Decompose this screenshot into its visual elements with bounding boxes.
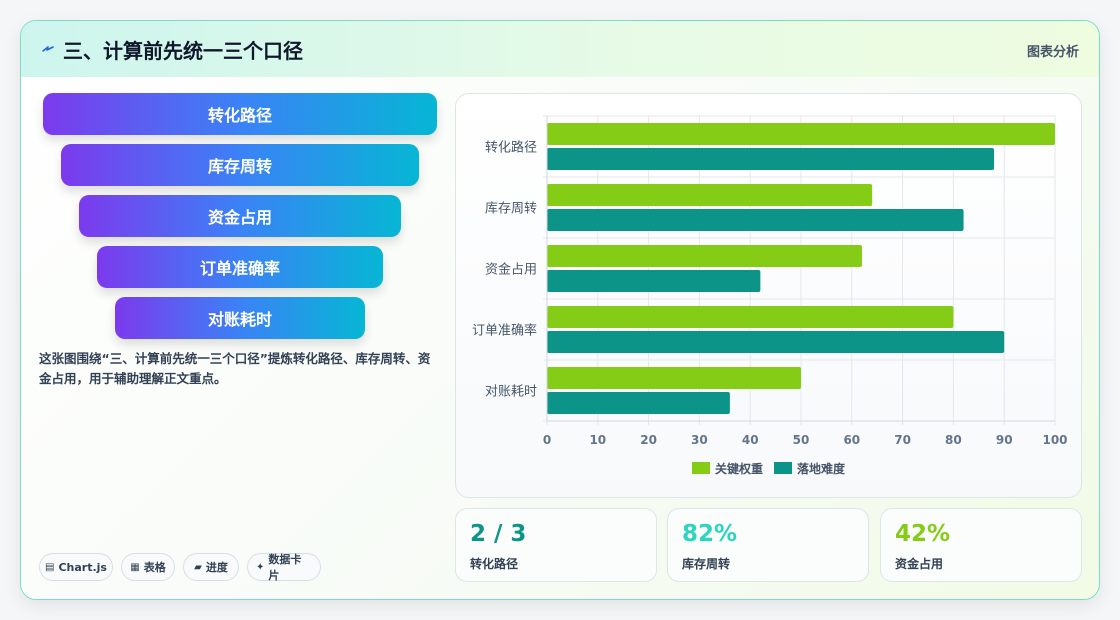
legend-swatch — [692, 462, 710, 474]
bar — [547, 209, 964, 231]
sparkle-icon: ✦ — [256, 561, 265, 573]
chart-description: 这张图围绕“三、计算前先统一三个口径”提炼转化路径、库存周转、资金占用，用于辅助… — [39, 351, 431, 386]
stat-card: 2 / 3 转化路径 — [455, 508, 657, 582]
bar — [547, 306, 954, 328]
y-tick-label: 对账耗时 — [485, 385, 537, 400]
x-tick-label: 90 — [996, 433, 1013, 447]
funnel-step: 资金占用 — [79, 195, 401, 237]
funnel-step: 转化路径 — [43, 93, 437, 135]
stat-value: 82% — [682, 521, 738, 547]
bar — [547, 245, 862, 267]
bar — [547, 392, 730, 414]
y-tick-label: 库存周转 — [485, 201, 537, 217]
table-icon: ▦ — [130, 561, 140, 573]
table-chip[interactable]: ▦ 表格 — [121, 553, 175, 581]
card-header: 三、计算前先统一三个口径 图表分析 — [21, 21, 1099, 77]
progress-chip[interactable]: ▰ 进度 — [183, 553, 239, 581]
stat-label: 转化路径 — [470, 557, 519, 571]
funnel-step-label: 对账耗时 — [207, 310, 272, 329]
x-tick-label: 20 — [640, 433, 657, 447]
chart-analysis-tag: 图表分析 — [1026, 45, 1079, 60]
bar-chart: 0 10 20 30 40 50 60 70 80 90 100 转化路径库存周转资金占用订单准确率对… — [472, 115, 1068, 476]
x-tick-label: 80 — [945, 433, 962, 447]
chip-label: 表格 — [143, 561, 166, 574]
funnel-step-label: 订单准确率 — [199, 259, 280, 278]
x-tick-label: 0 — [543, 433, 551, 447]
funnel-step-label: 转化路径 — [207, 106, 272, 125]
funnel-step: 订单准确率 — [97, 246, 383, 288]
stat-card: 82% 库存周转 — [667, 508, 869, 582]
x-tick-label: 70 — [894, 433, 911, 447]
stat-value: 2 / 3 — [470, 521, 527, 547]
data-card-chip[interactable]: ✦ 数据卡片 — [247, 553, 321, 582]
bar — [547, 184, 873, 206]
progress-icon: ▰ — [194, 561, 202, 573]
x-tick-label: 30 — [691, 433, 708, 447]
chip-label: 数据卡片 — [268, 553, 302, 582]
funnel-step-label: 库存周转 — [207, 157, 272, 176]
stat-label: 库存周转 — [682, 557, 731, 571]
bar — [547, 367, 801, 389]
x-tick-label: 40 — [742, 433, 759, 447]
y-tick-label: 转化路径 — [485, 140, 537, 156]
x-tick-label: 60 — [843, 433, 860, 447]
chart-js-chip[interactable]: ▤ Chart.js — [39, 553, 113, 581]
x-tick-label: 10 — [589, 433, 606, 447]
bar — [547, 148, 995, 170]
page-title: 三、计算前先统一三个口径 — [63, 39, 303, 63]
legend-swatch — [774, 462, 792, 474]
funnel-step: 对账耗时 — [115, 297, 365, 339]
x-tick-label: 100 — [1042, 433, 1067, 447]
stat-card: 42% 资金占用 — [880, 508, 1082, 582]
legend-label: 关键权重 — [715, 461, 763, 476]
chart-panel: 0 10 20 30 40 50 60 70 80 90 100 转化路径库存周转资金占用订单准确率对… — [455, 93, 1082, 498]
chart-icon: ▤ — [45, 561, 55, 573]
stat-value: 42% — [895, 521, 951, 547]
chip-label: Chart.js — [58, 560, 107, 574]
chip-label: 进度 — [205, 561, 228, 574]
bar — [547, 123, 1055, 145]
stat-label: 资金占用 — [895, 557, 944, 571]
y-tick-label: 资金占用 — [485, 262, 537, 278]
bar — [547, 270, 761, 292]
main-card: 三、计算前先统一三个口径 图表分析 转化路径 库存周转 资金占用 订单准确率 对… — [20, 20, 1100, 600]
bar — [547, 331, 1005, 353]
legend-label: 落地难度 — [797, 461, 846, 476]
funnel-step-label: 资金占用 — [207, 208, 272, 227]
bolt-icon — [42, 46, 54, 52]
y-tick-label: 订单准确率 — [472, 323, 537, 339]
x-tick-label: 50 — [793, 433, 810, 447]
funnel-step: 库存周转 — [61, 144, 419, 186]
